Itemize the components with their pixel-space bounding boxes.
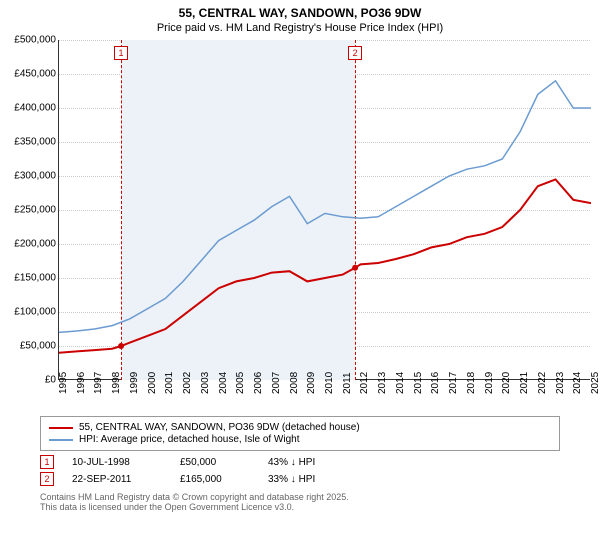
page-subtitle: Price paid vs. HM Land Registry's House … bbox=[0, 22, 600, 40]
x-axis-label: 1997 bbox=[93, 372, 104, 394]
y-axis-label: £250,000 bbox=[10, 205, 56, 216]
sale-diff: 33% ↓ HPI bbox=[268, 474, 368, 485]
y-axis-label: £150,000 bbox=[10, 273, 56, 284]
footer-line: Contains HM Land Registry data © Crown c… bbox=[40, 492, 560, 502]
x-axis-label: 2006 bbox=[253, 372, 264, 394]
x-axis-label: 2000 bbox=[147, 372, 158, 394]
sale-price: £165,000 bbox=[180, 474, 250, 485]
y-axis-label: £100,000 bbox=[10, 307, 56, 318]
x-axis-label: 1999 bbox=[129, 372, 140, 394]
legend: 55, CENTRAL WAY, SANDOWN, PO36 9DW (deta… bbox=[40, 416, 560, 451]
chart: 1 2 £0 £50,000 £100,000 £150,000 £200,000 £25… bbox=[10, 40, 590, 410]
x-axis-label: 2021 bbox=[519, 372, 530, 394]
legend-item: 55, CENTRAL WAY, SANDOWN, PO36 9DW (deta… bbox=[49, 422, 551, 433]
x-axis-label: 2023 bbox=[555, 372, 566, 394]
x-axis-label: 2002 bbox=[182, 372, 193, 394]
x-axis-label: 2004 bbox=[218, 372, 229, 394]
legend-swatch bbox=[49, 427, 73, 429]
x-axis-label: 2020 bbox=[501, 372, 512, 394]
y-axis-label: £300,000 bbox=[10, 171, 56, 182]
x-axis-label: 2014 bbox=[395, 372, 406, 394]
x-axis-label: 2024 bbox=[572, 372, 583, 394]
y-axis-label: £200,000 bbox=[10, 239, 56, 250]
sale-point bbox=[352, 265, 358, 271]
x-axis-label: 2022 bbox=[537, 372, 548, 394]
x-axis-label: 2007 bbox=[271, 372, 282, 394]
sale-point bbox=[118, 343, 124, 349]
x-axis-label: 2008 bbox=[289, 372, 300, 394]
y-axis-label: £500,000 bbox=[10, 35, 56, 46]
footer-line: This data is licensed under the Open Gov… bbox=[40, 502, 560, 512]
footer: Contains HM Land Registry data © Crown c… bbox=[40, 492, 560, 512]
plot-area: 1 2 bbox=[58, 40, 590, 380]
x-axis-label: 2003 bbox=[200, 372, 211, 394]
y-axis-label: £400,000 bbox=[10, 103, 56, 114]
line-svg bbox=[59, 40, 591, 380]
x-axis-label: 2016 bbox=[430, 372, 441, 394]
x-axis-label: 2009 bbox=[306, 372, 317, 394]
y-axis-label: £450,000 bbox=[10, 69, 56, 80]
x-axis-label: 2025 bbox=[590, 372, 600, 394]
x-axis-label: 2011 bbox=[342, 372, 353, 394]
y-axis-label: £0 bbox=[10, 375, 56, 386]
x-axis-label: 2019 bbox=[484, 372, 495, 394]
sale-marker: 1 bbox=[40, 455, 54, 469]
x-axis-label: 1996 bbox=[76, 372, 87, 394]
x-axis-label: 2018 bbox=[466, 372, 477, 394]
x-axis-label: 2005 bbox=[235, 372, 246, 394]
sale-marker: 2 bbox=[40, 472, 54, 486]
x-axis-label: 2012 bbox=[359, 372, 370, 394]
sales-table: 1 10-JUL-1998 £50,000 43% ↓ HPI 2 22-SEP… bbox=[40, 455, 560, 486]
legend-swatch bbox=[49, 439, 73, 441]
x-axis-label: 1995 bbox=[58, 372, 69, 394]
x-axis-label: 2010 bbox=[324, 372, 335, 394]
x-axis-label: 2017 bbox=[448, 372, 459, 394]
table-row: 1 10-JUL-1998 £50,000 43% ↓ HPI bbox=[40, 455, 560, 469]
x-axis-label: 2001 bbox=[164, 372, 175, 394]
sale-date: 22-SEP-2011 bbox=[72, 474, 162, 485]
legend-item: HPI: Average price, detached house, Isle… bbox=[49, 434, 551, 445]
x-axis-label: 2015 bbox=[413, 372, 424, 394]
page-title: 55, CENTRAL WAY, SANDOWN, PO36 9DW bbox=[0, 0, 600, 22]
x-axis-label: 1998 bbox=[111, 372, 122, 394]
series-property bbox=[59, 179, 591, 352]
y-axis-label: £350,000 bbox=[10, 137, 56, 148]
sale-date: 10-JUL-1998 bbox=[72, 457, 162, 468]
table-row: 2 22-SEP-2011 £165,000 33% ↓ HPI bbox=[40, 472, 560, 486]
sale-price: £50,000 bbox=[180, 457, 250, 468]
legend-label: HPI: Average price, detached house, Isle… bbox=[79, 434, 300, 445]
legend-label: 55, CENTRAL WAY, SANDOWN, PO36 9DW (deta… bbox=[79, 422, 360, 433]
sale-diff: 43% ↓ HPI bbox=[268, 457, 368, 468]
x-axis-label: 2013 bbox=[377, 372, 388, 394]
y-axis-label: £50,000 bbox=[10, 341, 56, 352]
series-hpi bbox=[59, 81, 591, 333]
